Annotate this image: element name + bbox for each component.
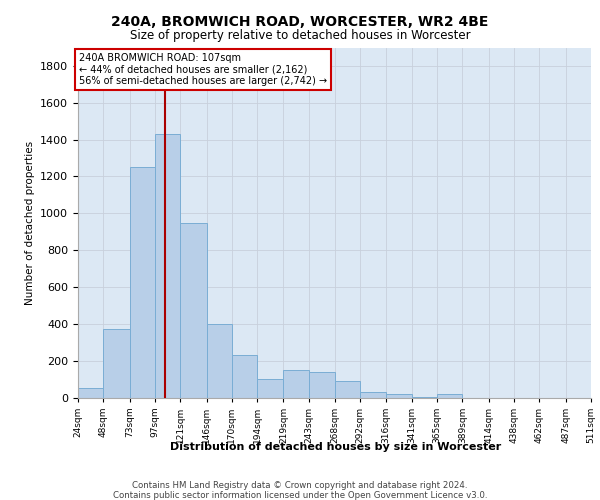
- Bar: [206, 324, 232, 398]
- Text: Size of property relative to detached houses in Worcester: Size of property relative to detached ho…: [130, 28, 470, 42]
- Bar: [232, 355, 257, 398]
- Bar: [335, 381, 361, 398]
- Bar: [155, 134, 180, 398]
- Text: Distribution of detached houses by size in Worcester: Distribution of detached houses by size …: [170, 442, 502, 452]
- Bar: [361, 392, 386, 398]
- Bar: [130, 167, 155, 398]
- Y-axis label: Number of detached properties: Number of detached properties: [25, 140, 35, 304]
- Bar: [283, 370, 308, 398]
- Bar: [308, 372, 335, 398]
- Bar: [103, 330, 130, 398]
- Bar: [386, 394, 412, 398]
- Bar: [180, 222, 206, 398]
- Text: 240A, BROMWICH ROAD, WORCESTER, WR2 4BE: 240A, BROMWICH ROAD, WORCESTER, WR2 4BE: [112, 15, 488, 29]
- Text: 240A BROMWICH ROAD: 107sqm
← 44% of detached houses are smaller (2,162)
56% of s: 240A BROMWICH ROAD: 107sqm ← 44% of deta…: [79, 53, 327, 86]
- Bar: [78, 388, 103, 398]
- Bar: [437, 394, 463, 398]
- Text: Contains HM Land Registry data © Crown copyright and database right 2024.
Contai: Contains HM Land Registry data © Crown c…: [113, 481, 487, 500]
- Bar: [412, 396, 437, 398]
- Bar: [257, 379, 283, 398]
